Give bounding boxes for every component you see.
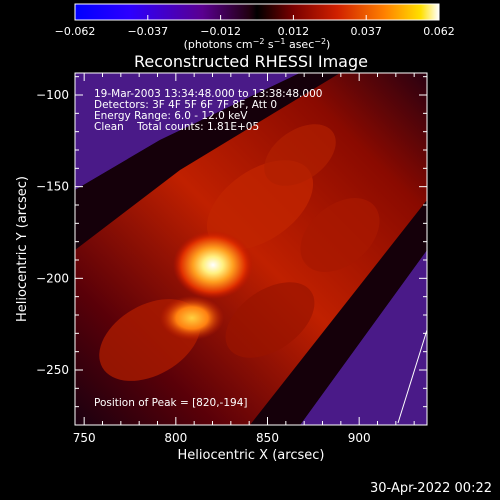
- dark-band-upper: [75, 73, 340, 250]
- y-tick-label: −100: [36, 88, 69, 102]
- axes: 750 800 850 900 −100 −150 −200 −250 Heliocentr…: [15, 72, 428, 463]
- colorbar-units: (photons cm−2 s−1 asec−2): [184, 37, 331, 52]
- x-tick-label: 850: [256, 431, 279, 445]
- peak-position-text: Position of Peak = [820,-194]: [94, 397, 248, 409]
- colorbar-units-mid2: asec: [285, 38, 314, 51]
- y-tick-label: −200: [36, 271, 69, 285]
- y-tick-label: −250: [36, 363, 69, 377]
- colorbar-tick-label: 0.062: [423, 25, 455, 38]
- colorbar-units-sup3: −2: [314, 37, 326, 46]
- info-detectors: Detectors: 3F 4F 5F 6F 7F 8F, Att 0: [94, 99, 278, 111]
- info-time: 19-Mar-2003 13:34:48.000 to 13:38:48.000: [94, 88, 323, 100]
- colorbar-tick-label: −0.062: [55, 25, 96, 38]
- colorbar-tick-label: 0.037: [350, 25, 382, 38]
- peak-source: [173, 231, 253, 299]
- y-axis-ticks: −100 −150 −200 −250: [36, 76, 427, 408]
- footer-timestamp: 30-Apr-2022 00:22: [370, 481, 492, 496]
- heatmap-image: [75, 73, 427, 425]
- colorbar-units-prefix: (photons cm: [184, 38, 253, 51]
- y-tick-label: −150: [36, 180, 69, 194]
- x-axis-ticks: 750 800 850 900: [73, 73, 415, 445]
- colorbar-units-sup2: −1: [274, 37, 286, 46]
- chart-title: Reconstructed RHESSI Image: [134, 52, 368, 71]
- colorbar-tick-label: −0.012: [200, 25, 241, 38]
- plot-frame: [74, 72, 428, 426]
- colorbar-ticks: −0.062 −0.037 −0.012 0.012 0.037 0.062: [55, 15, 455, 38]
- purple-region-upper: [75, 73, 300, 190]
- colorbar-tick-label: 0.012: [278, 25, 310, 38]
- colorbar: −0.062 −0.037 −0.012 0.012 0.037 0.062 (photo…: [55, 3, 455, 52]
- info-clean: Clean Total counts: 1.81E+05: [94, 121, 260, 133]
- colorbar-units-sup1: −2: [253, 37, 265, 46]
- colorbar-strip: [74, 3, 440, 21]
- colorbar-units-suffix: ): [326, 38, 330, 51]
- info-energy: Energy Range: 6.0 - 12.0 keV: [94, 110, 248, 122]
- limb-line: [397, 329, 427, 424]
- emission-blob-4: [264, 124, 336, 186]
- x-tick-label: 750: [73, 431, 96, 445]
- emission-blob-5: [225, 282, 315, 358]
- colorbar-units-mid: s: [264, 38, 273, 51]
- colorbar-tick-label: −0.037: [127, 25, 168, 38]
- x-tick-label: 800: [164, 431, 187, 445]
- x-tick-label: 900: [348, 431, 371, 445]
- secondary-source: [160, 296, 224, 340]
- x-axis-label: Heliocentric X (arcsec): [178, 448, 325, 463]
- emission-blob-2: [300, 198, 380, 272]
- y-axis-label: Heliocentric Y (arcsec): [15, 176, 30, 322]
